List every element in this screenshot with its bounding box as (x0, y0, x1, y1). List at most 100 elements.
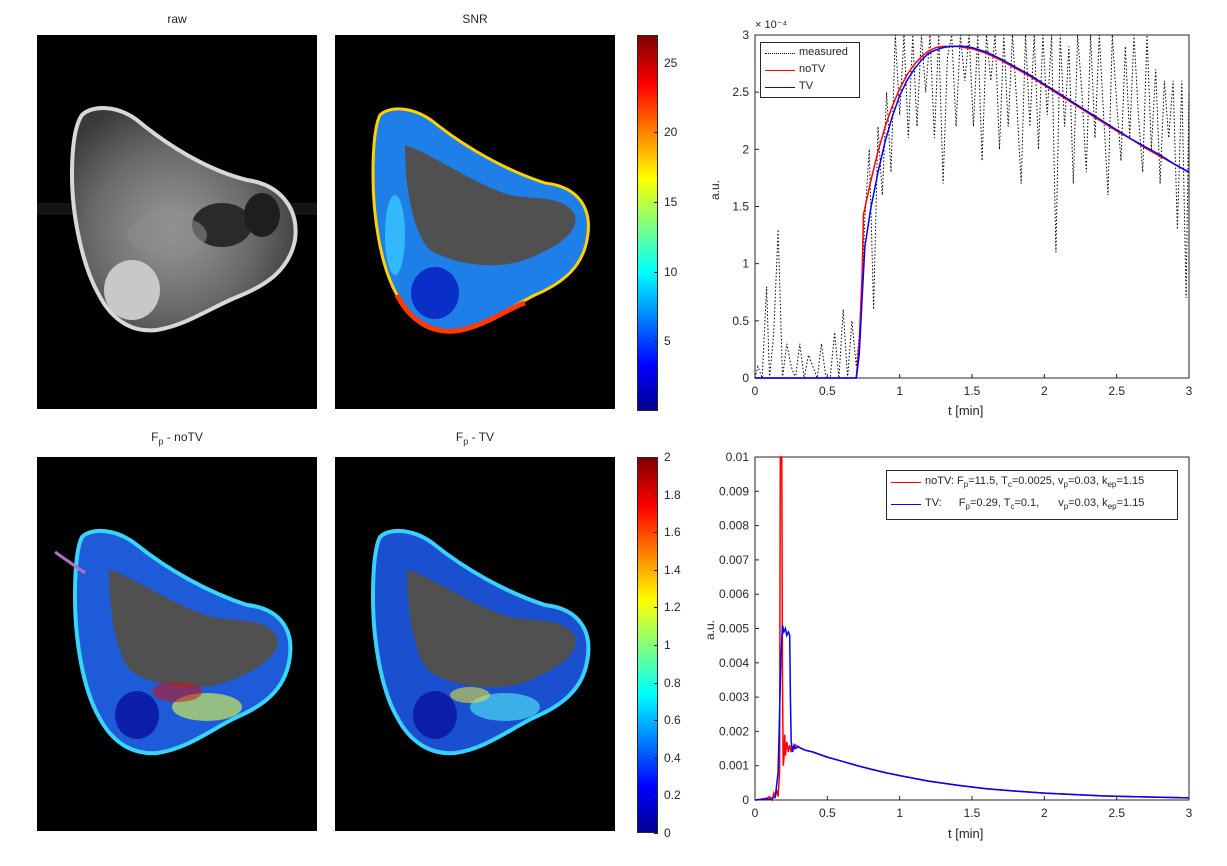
legend2-part: F (958, 497, 966, 509)
top-chart-xlabel: t [min] (948, 403, 984, 418)
bottom-chart-ytick-label: 0 (742, 793, 749, 807)
bottom-chart-ytick-label: 0.01 (726, 450, 750, 464)
bottom-chart-ytick-label: 0.005 (719, 622, 749, 636)
colorbar-tick-mark (654, 683, 658, 684)
bottom-chart-xtick-label: 3 (1186, 806, 1193, 820)
colorbar-tick-label: 20 (664, 125, 678, 139)
colorbar-tick-label: 15 (664, 195, 678, 209)
bottom-chart-xtick-label: 2.5 (1108, 806, 1125, 820)
top-chart-ytick-label: 3 (742, 28, 749, 42)
top-chart-ytick-label: 0 (742, 371, 749, 385)
colorbar-tick-mark (654, 532, 658, 533)
colorbar-tick-mark (654, 795, 658, 796)
bottom-chart-ytick-label: 0.009 (719, 484, 749, 498)
snr-low-region (411, 267, 459, 319)
legend2-part-sub: ep (1107, 480, 1117, 490)
colorbar-tick-mark (654, 341, 658, 342)
top-chart-ytick-label: 1 (742, 257, 749, 271)
colorbar-tick-label: 0.2 (664, 788, 681, 802)
bottom-chart-xtick-label: 0 (752, 806, 759, 820)
raw-muscle-region (127, 215, 207, 255)
legend-label-tv: TV (799, 80, 814, 92)
snr-image (335, 35, 615, 409)
top-chart-xtick-label: 2.5 (1108, 384, 1125, 398)
colorbar-tick-label: 1.2 (664, 600, 681, 614)
bottom-chart-ytick-label: 0.006 (719, 587, 749, 601)
bottom-chart-ytick-label: 0.008 (719, 519, 749, 533)
colorbar-tick-mark (654, 758, 658, 759)
legend-swatch-notv (765, 70, 795, 71)
bottom-chart-ylabel: a.u. (703, 619, 717, 640)
colorbar-tick-label: 0.6 (664, 713, 681, 727)
legend2-swatch-tv (891, 504, 921, 505)
legend2-part-sub: c (1007, 480, 1012, 490)
fp-tv-masked-region (407, 569, 576, 688)
bottom-chart-xtick-label: 1.5 (964, 806, 981, 820)
colorbar-tick-label: 5 (664, 334, 671, 348)
top-chart-exponent: × 10⁻⁴ (755, 19, 788, 31)
fp-tv-mid-region (470, 693, 540, 721)
colorbar-tick-mark (654, 272, 658, 273)
top-chart-xtick-label: 1.5 (964, 384, 981, 398)
colorbar-tick-label: 1.8 (664, 488, 681, 502)
legend2-label-notv: noTV: (925, 475, 954, 487)
legend2-text-notv: noTV: Fp=11.5, Tc=0.0025, vp=0.03, kep=1… (925, 475, 1144, 489)
legend2-part-sub: p (963, 480, 969, 490)
top-chart-ytick-label: 1.5 (732, 200, 749, 214)
legend2-item-notv: noTV: Fp=11.5, Tc=0.0025, vp=0.03, kep=1… (891, 475, 1173, 491)
bottom-chart-series-tv (754, 624, 1190, 801)
top-chart-ytick-label: 0.5 (732, 314, 749, 328)
top-chart-legend: measured noTV TV (760, 42, 860, 98)
raw-panel-title: raw (167, 12, 187, 26)
colorbar-tick-mark (654, 202, 658, 203)
snr-mid-region (385, 195, 405, 275)
bottom-chart-ytick-label: 0.003 (719, 690, 749, 704)
top-chart-xtick-label: 2 (1041, 384, 1048, 398)
bottom-chart-ytick-label: 0.007 (719, 553, 749, 567)
colorbar-tick-label: 1 (664, 638, 671, 652)
top-chart-ytick-label: 2.5 (732, 85, 749, 99)
colorbar-tick-label: 2 (664, 450, 671, 464)
colorbar-tick-mark (654, 63, 658, 64)
fp-tv-image (335, 457, 615, 831)
legend2-part: =11.5, T (968, 475, 1008, 487)
colorbar-tick-mark (654, 645, 658, 646)
legend-swatch-measured (765, 53, 795, 54)
fp-tv-title-rest: - TV (468, 430, 495, 444)
top-chart-xtick-label: 3 (1186, 384, 1193, 398)
legend2-part-sub: ep (1107, 502, 1117, 512)
raw-image (37, 35, 317, 409)
fp-notv-title-main: F (151, 430, 159, 444)
top-chart-xtick-label: 0.5 (819, 384, 836, 398)
raw-bright-region (104, 260, 160, 320)
colorbar-tick-label: 1.6 (664, 525, 681, 539)
bottom-chart-legend: noTV: Fp=11.5, Tc=0.0025, vp=0.03, kep=1… (886, 470, 1178, 520)
fp-notv-low-region (115, 691, 159, 739)
bottom-chart-ytick-label: 0.001 (719, 759, 749, 773)
fp-tv-low-region (413, 691, 457, 739)
top-chart-xtick-label: 1 (896, 384, 903, 398)
snr-image-drawing (371, 107, 590, 334)
bottom-chart-xtick-label: 1 (896, 806, 903, 820)
fp-tv-title-sub: p (463, 436, 469, 447)
raw-image-drawing (37, 106, 317, 333)
colorbar-tick-label: 25 (664, 56, 678, 70)
colorbar-tick-mark (654, 833, 658, 834)
legend2-swatch-notv (891, 482, 921, 483)
snr-panel-title: SNR (462, 12, 488, 26)
raw-dark-region-2 (244, 193, 280, 237)
colorbar-tick-label: 10 (664, 265, 678, 279)
legend-item-measured: measured (765, 46, 857, 60)
snr-colorbar (637, 35, 658, 411)
colorbar-tick-mark (654, 495, 658, 496)
fp-notv-panel-title: Fp - noTV (37, 430, 317, 446)
fp-notv-image (37, 457, 317, 831)
legend-item-tv: TV (765, 80, 857, 94)
colorbar-tick-mark (654, 720, 658, 721)
legend2-text-tv: TV: Fp=0.29, Tc=0.1, vp=0.03, kep=1.15 (925, 497, 1144, 511)
legend-swatch-tv (765, 87, 795, 88)
colorbar-tick-mark (654, 132, 658, 133)
fp-notv-title-rest: - noTV (163, 430, 203, 444)
snr-rim-high (394, 293, 526, 334)
top-chart-xtick-label: 0 (752, 384, 759, 398)
